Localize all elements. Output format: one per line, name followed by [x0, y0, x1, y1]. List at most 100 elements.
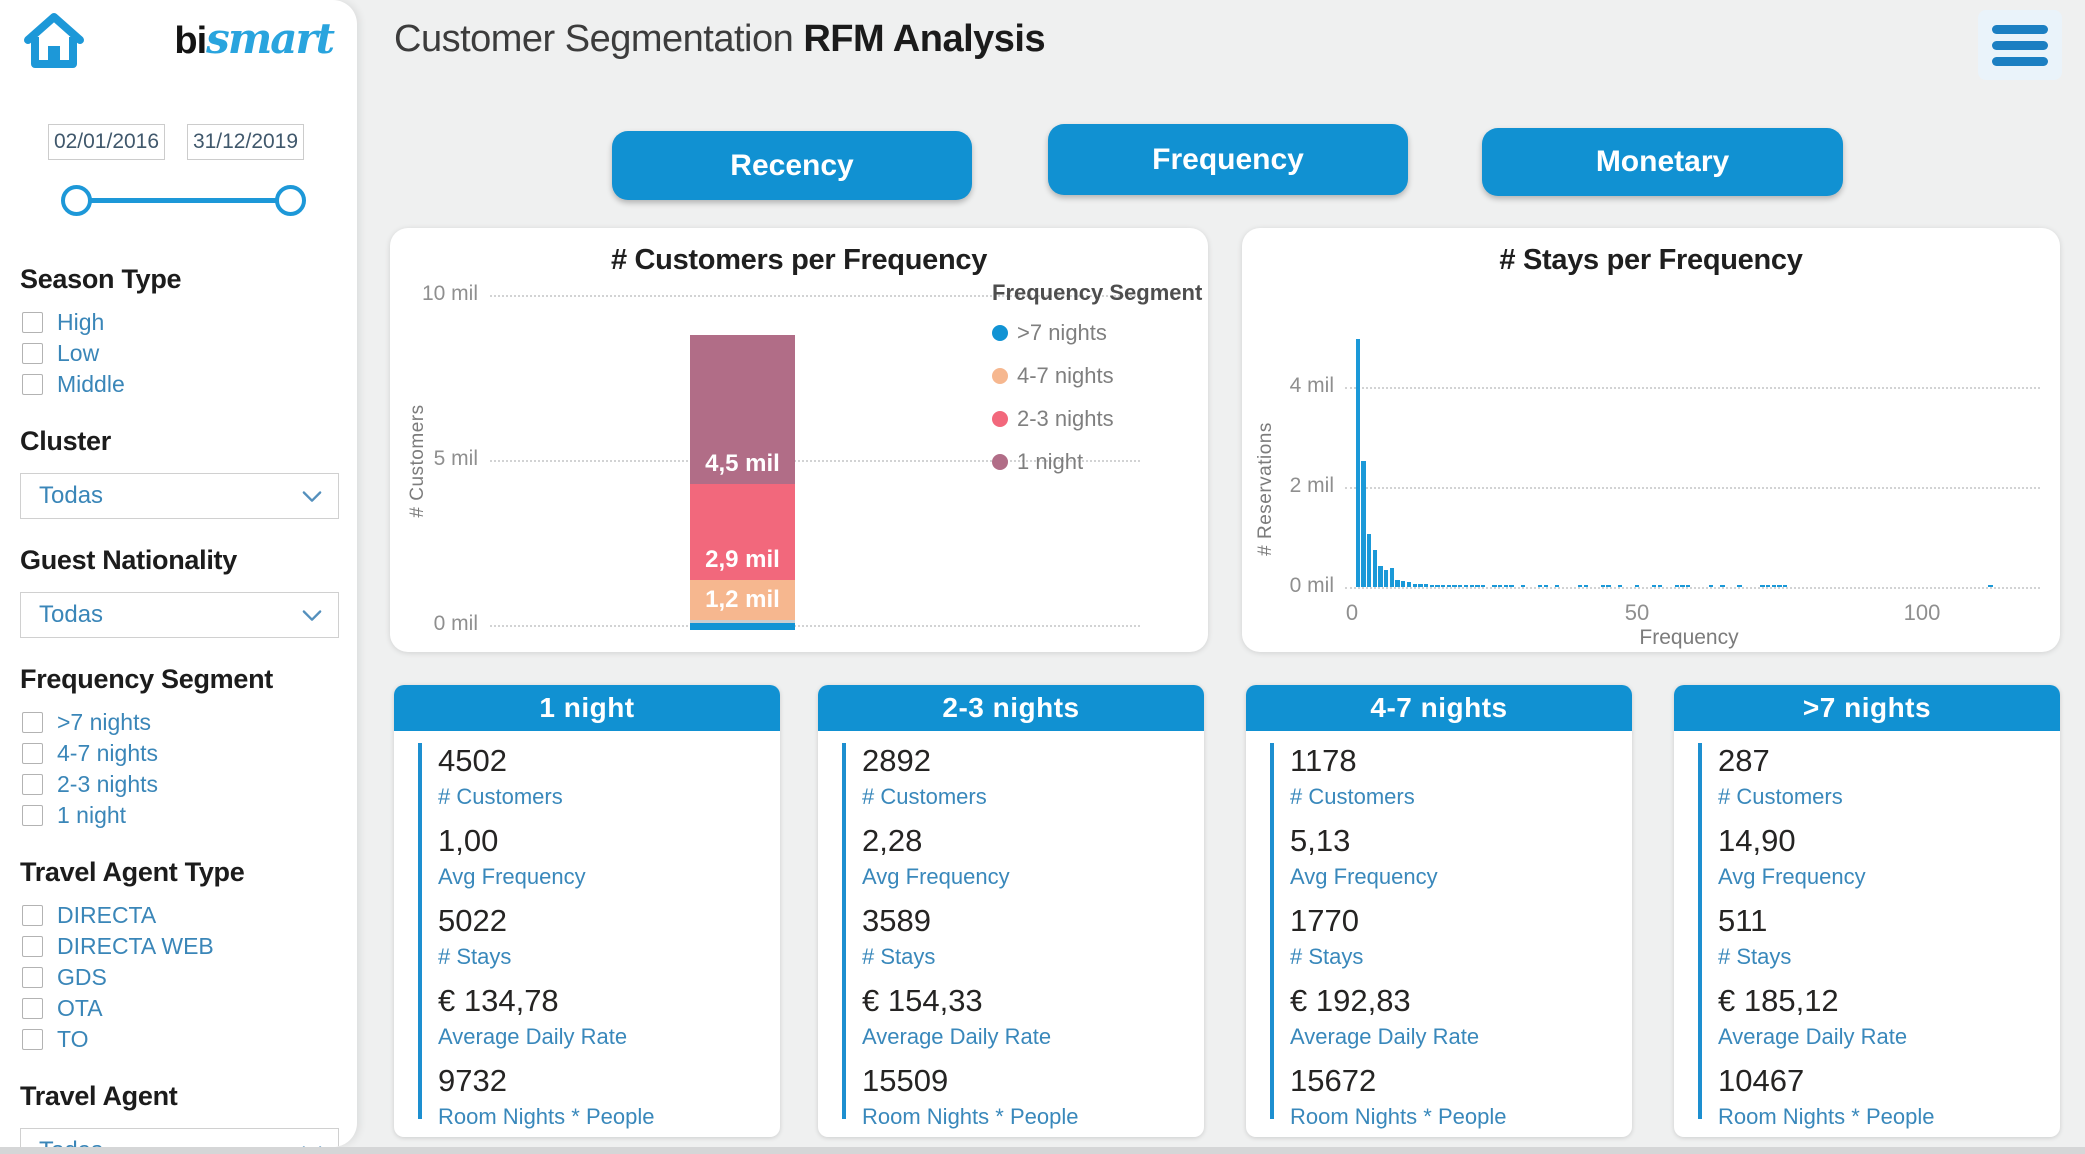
histogram-bar[interactable]: [1378, 566, 1383, 587]
checkbox[interactable]: [22, 374, 43, 395]
bar-segment[interactable]: 2,9 mil: [690, 484, 795, 580]
histogram-bar[interactable]: [1475, 585, 1480, 587]
dropdown[interactable]: Todas: [20, 473, 339, 519]
histogram-bar[interactable]: [1389, 568, 1395, 587]
histogram-bar[interactable]: [1720, 585, 1725, 587]
date-from-input[interactable]: 02/01/2016: [48, 124, 165, 160]
checkbox-row[interactable]: Middle: [20, 369, 339, 400]
histogram-bar[interactable]: [1509, 585, 1514, 587]
histogram-bar[interactable]: [1355, 339, 1360, 587]
tab-monetary[interactable]: Monetary: [1482, 128, 1843, 196]
checkbox-row[interactable]: 4-7 nights: [20, 738, 339, 769]
checkbox[interactable]: [22, 343, 43, 364]
checkbox[interactable]: [22, 967, 43, 988]
checkbox[interactable]: [22, 712, 43, 733]
histogram-bar[interactable]: [1395, 580, 1400, 587]
legend-item[interactable]: >7 nights: [992, 320, 1202, 346]
histogram-bar[interactable]: [1771, 585, 1776, 587]
histogram-bar[interactable]: [1537, 585, 1543, 587]
histogram-bar[interactable]: [1418, 584, 1423, 587]
checkbox[interactable]: [22, 1029, 43, 1050]
checkbox-row[interactable]: >7 nights: [20, 707, 339, 738]
histogram-bar[interactable]: [1555, 585, 1560, 587]
histogram-bar[interactable]: [1423, 584, 1429, 587]
checkbox-label[interactable]: Low: [57, 340, 100, 366]
checkbox-row[interactable]: Low: [20, 338, 339, 369]
checkbox-row[interactable]: DIRECTA WEB: [20, 931, 339, 962]
checkbox-row[interactable]: OTA: [20, 993, 339, 1024]
checkbox-label[interactable]: 4-7 nights: [57, 740, 159, 766]
histogram-bar[interactable]: [1412, 584, 1417, 587]
histogram-bar[interactable]: [1458, 585, 1463, 587]
histogram-bar[interactable]: [1783, 585, 1788, 587]
histogram-bar[interactable]: [1657, 585, 1662, 587]
histogram-bar[interactable]: [1674, 585, 1680, 587]
dropdown[interactable]: Todas: [20, 592, 339, 638]
histogram-bar[interactable]: [1384, 570, 1389, 587]
checkbox-label[interactable]: 2-3 nights: [57, 771, 159, 797]
bar-segment[interactable]: 4,5 mil: [690, 335, 795, 484]
histogram-bar[interactable]: [1503, 585, 1509, 587]
checkbox-row[interactable]: 2-3 nights: [20, 769, 339, 800]
checkbox-label[interactable]: >7 nights: [57, 709, 151, 735]
checkbox-label[interactable]: 1 night: [57, 802, 127, 828]
histogram-bar[interactable]: [1435, 585, 1440, 587]
histogram-bar[interactable]: [1441, 585, 1446, 587]
histogram-bar[interactable]: [1401, 581, 1406, 587]
histogram-bar[interactable]: [1606, 585, 1611, 587]
histogram-bar[interactable]: [1600, 585, 1605, 587]
histogram-bar[interactable]: [1463, 585, 1469, 587]
histogram-bar[interactable]: [1469, 585, 1474, 587]
checkbox-row[interactable]: High: [20, 307, 339, 338]
legend-item[interactable]: 1 night: [992, 449, 1202, 475]
checkbox-row[interactable]: 1 night: [20, 800, 339, 831]
histogram-bar[interactable]: [1777, 585, 1782, 587]
bar-segment[interactable]: [690, 620, 795, 630]
histogram-bar[interactable]: [1406, 582, 1412, 587]
histogram-bar[interactable]: [1543, 585, 1548, 587]
checkbox-label[interactable]: OTA: [57, 995, 103, 1021]
menu-button[interactable]: [1978, 10, 2062, 80]
home-button[interactable]: [22, 10, 86, 74]
histogram-bar[interactable]: [1520, 585, 1526, 587]
checkbox-label[interactable]: DIRECTA WEB: [57, 933, 214, 959]
checkbox-row[interactable]: GDS: [20, 962, 339, 993]
date-slider-handle-end[interactable]: [275, 185, 306, 216]
histogram-bar[interactable]: [1737, 585, 1742, 587]
histogram-bar[interactable]: [1480, 585, 1486, 587]
checkbox-row[interactable]: DIRECTA: [20, 900, 339, 931]
histogram-bar[interactable]: [1492, 585, 1497, 587]
checkbox[interactable]: [22, 774, 43, 795]
histogram-bar[interactable]: [1634, 585, 1640, 587]
histogram-bar[interactable]: [1708, 585, 1714, 587]
legend-item[interactable]: 2-3 nights: [992, 406, 1202, 432]
checkbox[interactable]: [22, 905, 43, 926]
histogram-bar[interactable]: [1498, 585, 1503, 587]
histogram-bar[interactable]: [1988, 585, 1993, 587]
date-to-input[interactable]: 31/12/2019: [187, 124, 304, 160]
histogram-bar[interactable]: [1452, 585, 1457, 587]
checkbox[interactable]: [22, 743, 43, 764]
dropdown[interactable]: Todas: [20, 1128, 339, 1147]
date-slider-handle-start[interactable]: [61, 185, 92, 216]
histogram-bar[interactable]: [1651, 585, 1657, 587]
histogram-bar[interactable]: [1361, 461, 1366, 587]
checkbox-label[interactable]: GDS: [57, 964, 107, 990]
histogram-bar[interactable]: [1680, 585, 1685, 587]
checkbox[interactable]: [22, 936, 43, 957]
tab-frequency[interactable]: Frequency: [1048, 124, 1408, 195]
histogram-bar[interactable]: [1372, 550, 1377, 587]
bar-segment[interactable]: 1,2 mil: [690, 580, 795, 620]
histogram-bar[interactable]: [1446, 585, 1452, 587]
histogram-bar[interactable]: [1686, 585, 1691, 587]
histogram-bar[interactable]: [1366, 534, 1372, 587]
checkbox-label[interactable]: TO: [57, 1026, 89, 1052]
histogram-bar[interactable]: [1429, 585, 1434, 587]
checkbox[interactable]: [22, 805, 43, 826]
tab-recency[interactable]: Recency: [612, 131, 972, 200]
checkbox[interactable]: [22, 998, 43, 1019]
checkbox-label[interactable]: High: [57, 309, 105, 335]
histogram-bar[interactable]: [1617, 585, 1623, 587]
checkbox-label[interactable]: DIRECTA: [57, 902, 157, 928]
checkbox[interactable]: [22, 312, 43, 333]
